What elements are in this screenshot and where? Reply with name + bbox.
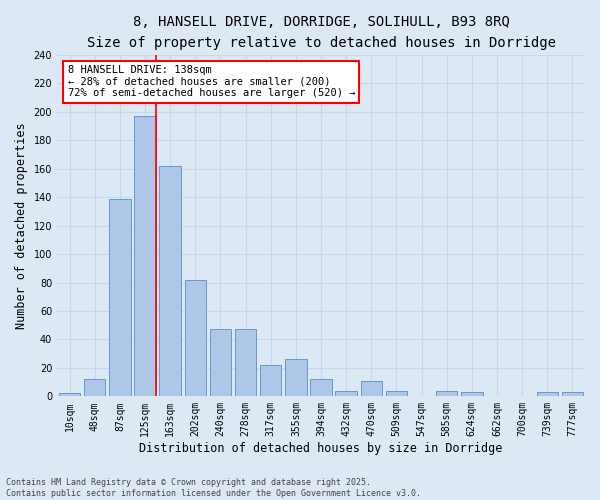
Bar — [160, 166, 181, 396]
Bar — [84, 380, 106, 396]
Text: Contains HM Land Registry data © Crown copyright and database right 2025.
Contai: Contains HM Land Registry data © Crown c… — [6, 478, 421, 498]
Bar — [134, 116, 156, 396]
Bar — [536, 392, 558, 396]
Bar — [285, 360, 307, 397]
Bar — [109, 198, 131, 396]
Bar — [461, 392, 482, 396]
Text: 8 HANSELL DRIVE: 138sqm
← 28% of detached houses are smaller (200)
72% of semi-d: 8 HANSELL DRIVE: 138sqm ← 28% of detache… — [68, 65, 355, 98]
X-axis label: Distribution of detached houses by size in Dorridge: Distribution of detached houses by size … — [139, 442, 503, 455]
Bar — [310, 380, 332, 396]
Bar — [562, 392, 583, 396]
Bar — [235, 330, 256, 396]
Bar — [335, 390, 357, 396]
Bar — [386, 390, 407, 396]
Bar — [59, 394, 80, 396]
Title: 8, HANSELL DRIVE, DORRIDGE, SOLIHULL, B93 8RQ
Size of property relative to detac: 8, HANSELL DRIVE, DORRIDGE, SOLIHULL, B9… — [86, 15, 556, 50]
Bar — [361, 380, 382, 396]
Bar — [436, 390, 457, 396]
Bar — [185, 280, 206, 396]
Y-axis label: Number of detached properties: Number of detached properties — [15, 122, 28, 329]
Bar — [260, 365, 281, 396]
Bar — [210, 330, 231, 396]
